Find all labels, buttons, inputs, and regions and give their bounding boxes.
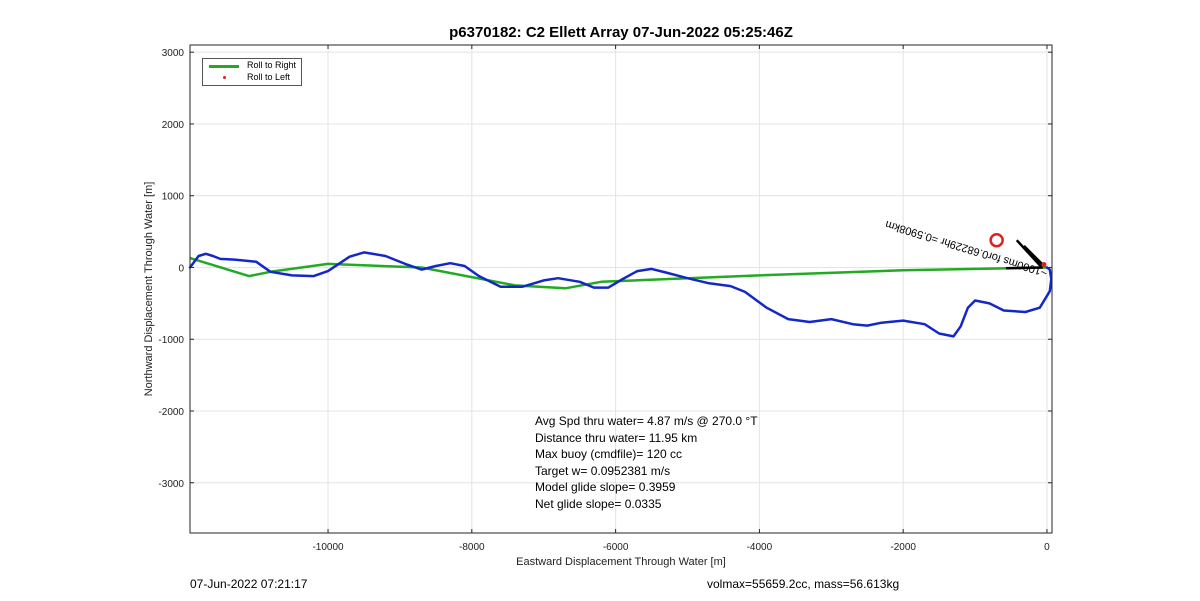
- y-tick-label: -1000: [158, 335, 184, 346]
- axes-box: [189, 44, 1053, 534]
- y-tick-label: 1000: [162, 192, 185, 203]
- grid-layer: [190, 45, 1052, 533]
- series-layer: [188, 251, 1053, 338]
- legend-label: Roll to Right: [247, 60, 297, 70]
- legend-entry-roll-right: Roll to Right: [203, 60, 301, 72]
- y-axis-label: Northward Displacement Through Water [m]: [143, 182, 155, 397]
- legend: Roll to Right Roll to Left: [202, 58, 302, 86]
- x-tick-label: -6000: [603, 542, 629, 553]
- marker-layer: [989, 232, 1047, 270]
- series-track-line: [188, 251, 1053, 338]
- y-tick-label: 0: [178, 263, 184, 274]
- stats-panel: Avg Spd thru water= 4.87 m/s @ 270.0 °T …: [535, 413, 758, 512]
- tick-layer: -10000 -8000 -6000 -4000 -2000 0-3000-2000-10…: [158, 45, 1052, 553]
- stat-net-glide: Net glide slope= 0.0335: [535, 496, 662, 511]
- chart-title: p6370182: C2 Ellett Array 07-Jun-2022 05…: [449, 24, 793, 41]
- legend-label: Roll to Left: [247, 72, 291, 82]
- heading-segment: [1023, 245, 1045, 267]
- x-axis-label: Eastward Displacement Through Water [m]: [516, 556, 726, 568]
- x-tick-label: -10000: [312, 542, 344, 553]
- stat-target-w: Target w= 0.0952381 m/s: [535, 463, 671, 478]
- stat-model-glide: Model glide slope= 0.3959: [535, 480, 676, 494]
- legend-line-swatch: [209, 65, 239, 68]
- y-tick-label: -2000: [158, 407, 184, 418]
- x-tick-label: -2000: [890, 542, 916, 553]
- legend-entry-roll-left: Roll to Left: [203, 72, 301, 84]
- start-marker-circle: [989, 232, 1004, 248]
- y-tick-label: 2000: [162, 120, 185, 131]
- stat-avg-speed: Avg Spd thru water= 4.87 m/s @ 270.0 °T: [535, 414, 758, 428]
- footer-timestamp: 07-Jun-2022 07:21:17: [190, 577, 308, 591]
- heading-segment: [1005, 266, 1043, 270]
- stat-distance: Distance thru water= 11.95 km: [535, 430, 698, 445]
- series-roll-right-line: [189, 256, 1048, 290]
- x-tick-label: -4000: [747, 542, 773, 553]
- stat-max-buoy: Max buoy (cmdfile)= 120 cc: [535, 447, 683, 461]
- y-tick-label: -3000: [158, 479, 184, 490]
- legend-dot-swatch: [223, 76, 226, 79]
- heading-segment: [1015, 239, 1043, 268]
- x-tick-label: 0: [1044, 542, 1050, 553]
- footer-volmax-mass: volmax=55659.2cc, mass=56.613kg: [707, 577, 900, 591]
- x-tick-label: -8000: [459, 542, 485, 553]
- y-tick-label: 3000: [162, 48, 185, 59]
- roll-left-point: [1041, 261, 1047, 267]
